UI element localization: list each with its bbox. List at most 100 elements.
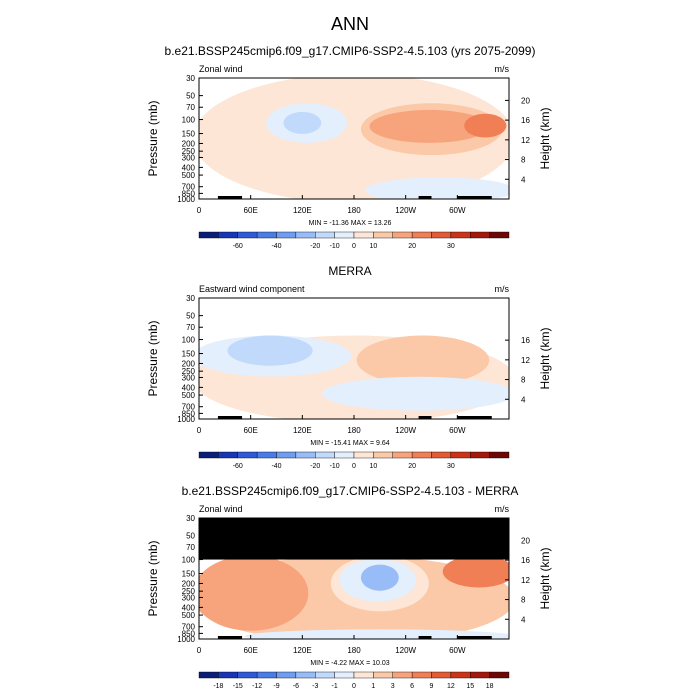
colorbar-swatch [353,451,374,459]
colorbar-swatch [373,671,393,679]
colorbar-swatch [470,451,490,459]
colorbar-swatch [218,451,238,459]
pressure-tick-label: 700 [182,403,196,412]
colorbar-label: 9 [430,683,434,690]
panel-units: m/s [495,64,510,74]
panel-units: m/s [495,284,510,294]
pressure-tick-label: 200 [182,579,196,588]
x-tick-label: 60W [449,646,466,655]
pressure-tick-label: 300 [182,373,196,382]
pressure-tick-label: 30 [186,294,195,303]
colorbar-label: -60 [233,463,243,470]
pressure-tick-label: 1000 [177,195,195,204]
height-tick-label: 20 [521,96,530,105]
y2-axis-title: Height (km) [538,107,552,169]
pressure-tick-label: 150 [182,130,196,139]
pressure-tick-label: 100 [182,116,196,125]
colorbar-swatch [198,451,219,459]
colorbar-label: 3 [391,683,395,690]
colorbar-label: 10 [369,463,377,470]
pressure-tick-label: 850 [182,409,196,418]
pressure-tick-label: 30 [186,514,195,523]
colorbar-swatch [315,671,335,679]
contour-region [322,376,509,411]
colorbar-swatch [450,671,471,679]
y2-axis-title: Height (km) [538,547,552,609]
contour-region [227,335,313,366]
colorbar-swatch [237,451,258,459]
colorbar-label: -40 [271,463,281,470]
contour-region [464,113,507,138]
colorbar-swatch [450,451,471,459]
pressure-tick-label: 70 [186,543,195,552]
colorbar-swatch [276,671,297,679]
pressure-tick-label: 100 [182,556,196,565]
contour-region [369,109,490,143]
pressure-tick-label: 150 [182,350,196,359]
colorbar-label: 20 [408,243,416,250]
colorbar-label: -6 [293,683,299,690]
panel-3: b.e21.BSSP245cmip6.f09_g17.CMIP6-SSP2-4.… [146,484,552,690]
colorbar-label: -60 [233,243,243,250]
colorbar-swatch [489,671,510,679]
colorbar-swatch [295,451,316,459]
pressure-tick-label: 850 [182,629,196,638]
pressure-tick-label: 250 [182,147,196,156]
pressure-tick-label: 50 [186,92,195,101]
colorbar-swatch [373,451,393,459]
colorbar-swatch [276,231,297,239]
contour-fill [199,78,509,199]
topography-mask [418,636,432,639]
contour-region [356,335,490,385]
pressure-tick-label: 1000 [177,635,195,644]
height-tick-label: 20 [521,536,530,545]
colorbar-label: 6 [410,683,414,690]
height-tick-label: 4 [521,615,526,624]
height-tick-label: 8 [521,156,526,165]
height-tick-label: 8 [521,596,526,605]
x-tick-label: 180 [347,646,361,655]
contour-region [442,555,509,588]
topography-mask [457,636,492,639]
colorbar-label: 0 [352,463,356,470]
colorbar-swatch [489,451,510,459]
colorbar-swatch [489,231,510,239]
pressure-tick-label: 500 [182,611,196,620]
colorbar-swatch [470,231,490,239]
topography-mask [418,416,432,419]
x-tick-label: 120W [395,426,416,435]
pressure-tick-label: 300 [182,593,196,602]
contour-region [360,564,399,591]
height-tick-label: 8 [521,376,526,385]
pressure-tick-label: 250 [182,367,196,376]
x-tick-label: 120W [395,206,416,215]
colorbar-swatch [198,671,219,679]
y-axis-title: Pressure (mb) [146,320,160,396]
colorbar-label: -10 [330,463,340,470]
pressure-tick-label: 500 [182,171,196,180]
height-tick-label: 12 [521,576,530,585]
colorbar-swatch [256,451,277,459]
panel-left-label: Eastward wind component [199,284,305,294]
colorbar-label: -3 [312,683,318,690]
colorbar-swatch [431,231,452,239]
colorbar-swatch [353,231,374,239]
pressure-tick-label: 100 [182,336,196,345]
x-tick-label: 60E [244,646,258,655]
colorbar-label: 0 [352,243,356,250]
x-tick-label: 180 [347,426,361,435]
colorbar-label: -15 [233,683,243,690]
pressure-tick-label: 500 [182,391,196,400]
colorbar-swatch [431,451,452,459]
panel-1: b.e21.BSSP245cmip6.f09_g17.CMIP6-SSP2-4.… [146,44,552,250]
contour-region [244,629,509,639]
colorbar: -18 -15 -12 -9 -6 -3 -1 0 1 3 6 9 12 15 18 [198,671,510,690]
colorbar-label: -9 [273,683,279,690]
colorbar-label: -18 [213,683,223,690]
colorbar-swatch [392,671,413,679]
x-tick-label: 120E [293,426,312,435]
colorbar-label: -10 [330,243,340,250]
colorbar-label: 1 [371,683,375,690]
pressure-tick-label: 250 [182,587,196,596]
